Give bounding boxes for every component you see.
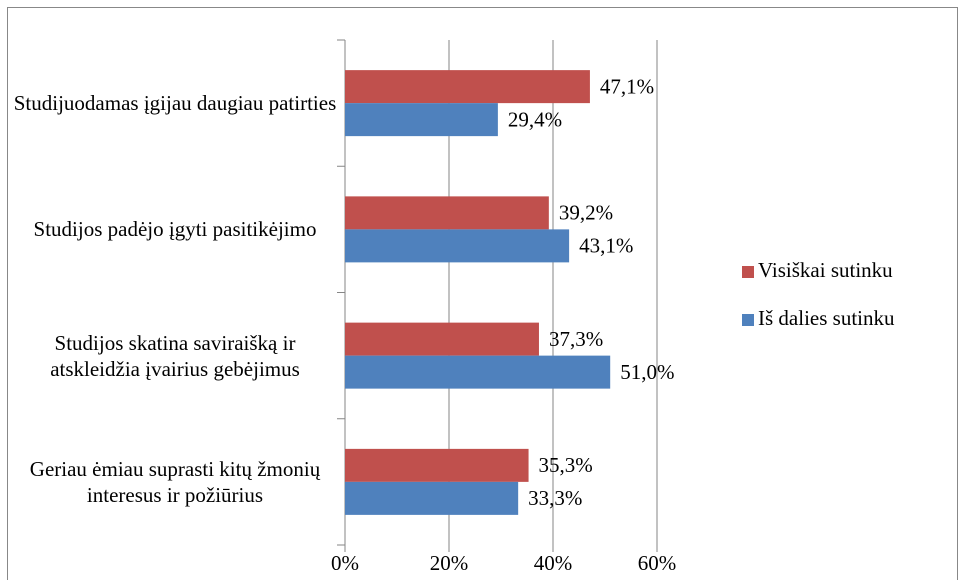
bar xyxy=(345,196,549,230)
bar xyxy=(345,355,611,389)
value-label: 37,3% xyxy=(549,327,603,351)
bar xyxy=(345,229,570,263)
bar xyxy=(345,322,539,356)
value-label: 43,1% xyxy=(579,234,633,258)
value-label: 29,4% xyxy=(508,107,562,131)
legend-label: Iš dalies sutinku xyxy=(758,306,895,330)
bar xyxy=(345,70,590,104)
category-label: Geriau ėmiau suprasti kitų žmonių intere… xyxy=(29,456,321,507)
bar xyxy=(345,103,498,137)
legend-swatch xyxy=(742,266,754,278)
value-label: 35,3% xyxy=(539,453,593,477)
x-tick-label: 20% xyxy=(430,551,469,575)
category-label: Studijuodamas įgijau daugiau patirties xyxy=(13,91,337,116)
value-label: 51,0% xyxy=(620,360,674,384)
category-label: Studijos padėjo įgyti pasitikėjimo xyxy=(33,217,317,242)
category-label: Studijos skatina saviraišką ir atskleidž… xyxy=(50,330,300,381)
x-tick-label: 40% xyxy=(534,551,573,575)
value-label: 39,2% xyxy=(559,201,613,225)
legend-label: Visiškai sutinku xyxy=(758,258,893,282)
value-label: 33,3% xyxy=(528,486,582,510)
value-label: 47,1% xyxy=(600,74,654,98)
bar xyxy=(345,448,529,482)
bar xyxy=(345,481,519,515)
legend-swatch xyxy=(742,314,754,326)
x-tick-label: 0% xyxy=(331,551,359,575)
x-tick-label: 60% xyxy=(638,551,677,575)
